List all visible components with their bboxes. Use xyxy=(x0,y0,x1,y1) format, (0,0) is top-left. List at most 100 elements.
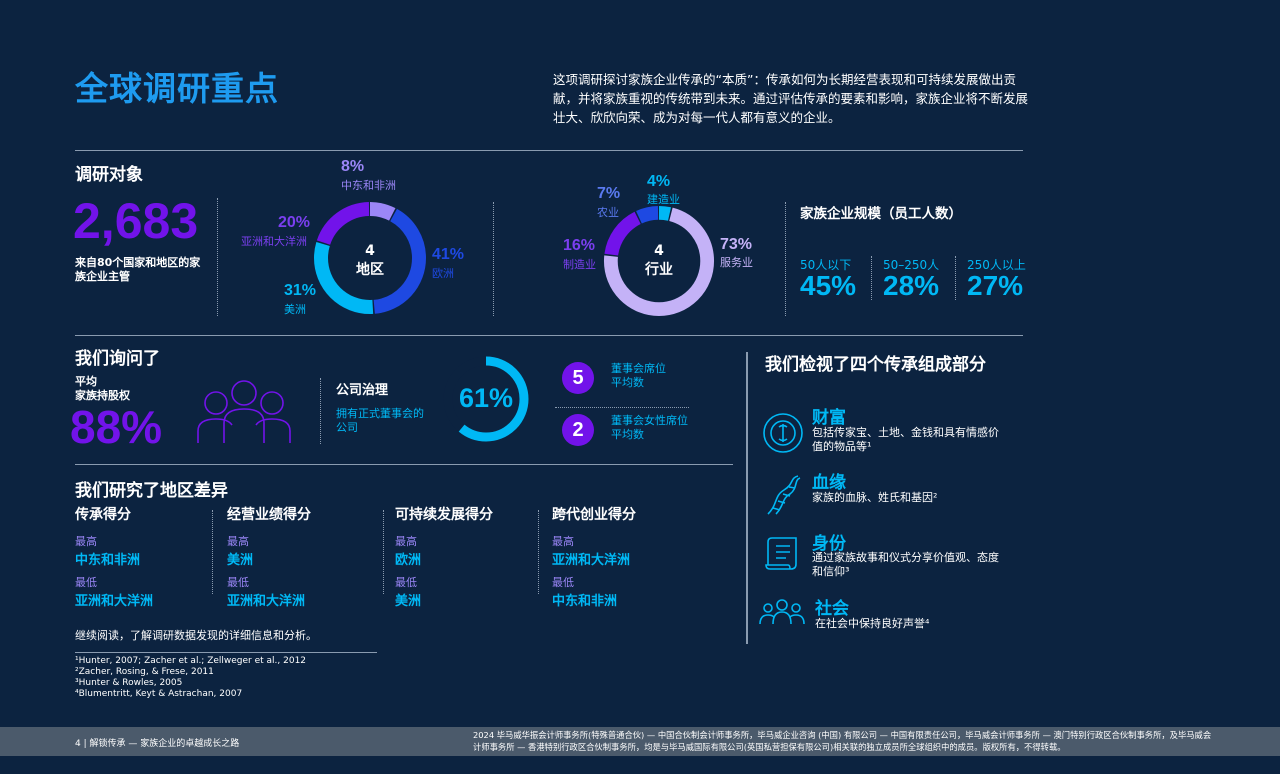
read-more-text[interactable]: 继续阅读，了解调研数据发现的详细信息和分析。 xyxy=(75,629,317,642)
region-pct-mea: 8% xyxy=(341,158,365,175)
region-segment-1 xyxy=(314,202,426,314)
divider xyxy=(75,464,733,465)
low-value: 亚洲和大洋洲 xyxy=(75,594,154,609)
board-seats-number: 5 xyxy=(562,362,594,394)
component-desc-society: 在社会中保持良好声誉⁴ xyxy=(815,617,930,630)
dotted-divider xyxy=(955,256,956,300)
divider xyxy=(75,150,1023,151)
low-value: 中东和非洲 xyxy=(552,594,618,609)
governance-heading: 公司治理 xyxy=(336,383,389,398)
dotted-divider xyxy=(493,202,494,316)
component-title-identity: 身份 xyxy=(812,534,846,554)
high-value: 美洲 xyxy=(227,553,254,568)
regions-center-label: 地区 xyxy=(356,262,384,278)
column-title: 跨代创业得分 xyxy=(552,507,636,523)
high-label: 最高 xyxy=(552,535,574,548)
high-value: 欧洲 xyxy=(395,553,422,568)
size-label-large: 250人以上 xyxy=(967,258,1026,272)
regions-count: 4 xyxy=(365,243,375,259)
industries-center: 4 行业 xyxy=(629,242,689,280)
footnote: ⁴Blumentritt, Keyt & Astrachan, 2007 xyxy=(75,689,243,699)
dotted-divider xyxy=(785,202,786,316)
region-label-mea: 中东和非洲 xyxy=(341,179,396,192)
wealth-icon xyxy=(763,413,803,453)
components-heading: 我们检视了四个传承组成部分 xyxy=(765,355,986,375)
high-label: 最高 xyxy=(75,535,97,548)
regional-column-legacy: 传承得分 最高 中东和非洲 最低 亚洲和大洋洲 xyxy=(75,504,153,609)
board-seats-label: 董事会席位 平均数 xyxy=(611,362,666,389)
size-label-small: 50人以下 xyxy=(800,258,852,272)
page-title: 全球调研重点 xyxy=(75,69,279,108)
region-pct-europe: 41% xyxy=(432,246,465,263)
asked-heading: 我们询问了 xyxy=(75,349,160,369)
dna-icon xyxy=(767,475,801,515)
size-value-large: 27% xyxy=(967,270,1024,301)
people-icon xyxy=(759,599,805,625)
industry-pct-construction: 4% xyxy=(647,173,671,190)
women-seats-number: 2 xyxy=(562,414,594,446)
high-label: 最高 xyxy=(395,535,417,548)
column-title: 传承得分 xyxy=(75,507,131,523)
size-value-medium: 28% xyxy=(883,270,940,301)
dotted-divider xyxy=(320,378,321,444)
regions-center: 4 地区 xyxy=(340,242,400,280)
industry-pct-manufacturing: 16% xyxy=(563,237,596,254)
region-segment-2 xyxy=(314,202,426,314)
avg-ownership-label: 平均 家族持股权 xyxy=(75,375,130,402)
regions-donut xyxy=(314,202,426,314)
dotted-divider xyxy=(538,510,539,594)
governance-gauge xyxy=(443,356,529,442)
size-label-medium: 50–250人 xyxy=(883,258,940,272)
high-value: 亚洲和大洋洲 xyxy=(552,553,631,568)
dotted-divider xyxy=(555,407,689,408)
governance-desc: 拥有正式董事会的公司 xyxy=(336,407,424,434)
dotted-divider xyxy=(383,510,384,594)
component-title-lineage: 血缘 xyxy=(812,473,846,493)
component-desc-identity: 通过家族故事和仪式分享价值观、态度和信仰³ xyxy=(812,551,999,578)
size-value-small: 45% xyxy=(800,270,857,301)
industry-label-construction: 建造业 xyxy=(647,193,680,206)
regional-column-entrepreneurship: 跨代创业得分 最高 亚洲和大洋洲 最低 中东和非洲 xyxy=(552,504,636,609)
region-label-apac: 亚洲和大洋洲 xyxy=(241,235,307,248)
low-label: 最低 xyxy=(552,576,574,589)
regional-column-performance: 经营业绩得分 最高 美洲 最低 亚洲和大洋洲 xyxy=(227,504,311,609)
governance-pct: 61% xyxy=(458,383,514,413)
region-segment-0 xyxy=(314,202,426,314)
low-value: 美洲 xyxy=(395,594,422,609)
avg-ownership-value: 88% xyxy=(70,401,163,453)
low-label: 最低 xyxy=(227,576,249,589)
industry-segment-0 xyxy=(603,205,715,317)
footnote: ²Zacher, Rosing, & Frese, 2011 xyxy=(75,667,214,677)
size-heading: 家族企业规模（员工人数） xyxy=(800,206,962,222)
footer-page-info: 4 | 解锁传承 — 家族企业的卓越成长之路 xyxy=(75,739,240,749)
column-title: 可持续发展得分 xyxy=(395,507,493,523)
dotted-divider xyxy=(871,256,872,300)
intro-text: 这项调研探讨家族企业传承的“本质”：传承如何为长期经营表现和可持续发展做出贡献，… xyxy=(553,72,1029,125)
respondent-count: 2,683 xyxy=(73,193,199,249)
scroll-icon xyxy=(765,537,797,570)
region-pct-americas: 31% xyxy=(284,282,317,299)
divider xyxy=(75,652,377,653)
industry-pct-agriculture: 7% xyxy=(597,185,621,202)
dotted-divider xyxy=(212,510,213,594)
industries-center-label: 行业 xyxy=(645,262,673,278)
low-label: 最低 xyxy=(75,576,97,589)
footnote: ¹Hunter, 2007; Zacher et al.; Zellweger … xyxy=(75,656,307,666)
high-value: 中东和非洲 xyxy=(75,553,141,568)
high-label: 最高 xyxy=(227,535,249,548)
industry-segment-1 xyxy=(603,205,715,317)
region-label-americas: 美洲 xyxy=(284,303,306,316)
industry-label-agriculture: 农业 xyxy=(597,206,619,219)
vertical-divider xyxy=(746,352,748,644)
component-title-wealth: 财富 xyxy=(812,408,846,428)
regional-heading: 我们研究了地区差异 xyxy=(75,481,228,501)
region-pct-apac: 20% xyxy=(278,214,311,231)
footer-bar xyxy=(0,727,1280,756)
footer-legal: 2024 毕马威华振会计师事务所(特殊普通合伙) — 中国合伙制会计师事务所，毕… xyxy=(473,730,1212,752)
component-desc-lineage: 家族的血脉、姓氏和基因² xyxy=(812,491,938,504)
low-value: 亚洲和大洋洲 xyxy=(227,594,306,609)
low-label: 最低 xyxy=(395,576,417,589)
industries-count: 4 xyxy=(654,243,664,259)
respondent-desc: 来自80个国家和地区的家族企业主管 xyxy=(75,256,201,283)
component-desc-wealth: 包括传家宝、土地、金钱和具有情感价值的物品等¹ xyxy=(812,426,999,453)
